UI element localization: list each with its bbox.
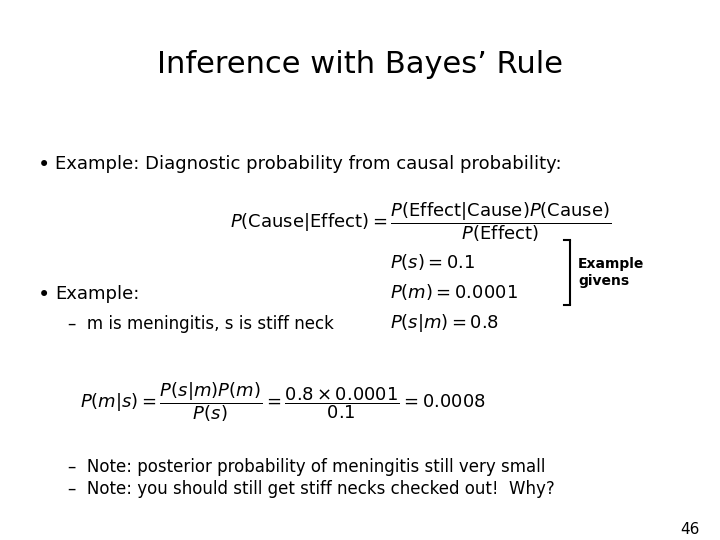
Text: –  Note: posterior probability of meningitis still very small: – Note: posterior probability of meningi… [68, 458, 545, 476]
Text: 46: 46 [680, 522, 700, 537]
Text: $P(s|m) = 0.8$: $P(s|m) = 0.8$ [390, 312, 499, 334]
Text: Example: Diagnostic probability from causal probability:: Example: Diagnostic probability from cau… [55, 155, 562, 173]
Text: •: • [38, 155, 50, 175]
Text: $P(m|s) = \dfrac{P(s|m)P(m)}{P(s)} = \dfrac{0.8 \times 0.0001}{0.1} = 0.0008$: $P(m|s) = \dfrac{P(s|m)P(m)}{P(s)} = \df… [80, 380, 486, 424]
Text: $P(m) = 0.0001$: $P(m) = 0.0001$ [390, 282, 518, 302]
Text: Example
givens: Example givens [578, 258, 644, 288]
Text: –  m is meningitis, s is stiff neck: – m is meningitis, s is stiff neck [68, 315, 334, 333]
Text: $P(\mathrm{Cause}|\mathrm{Effect}) = \dfrac{P(\mathrm{Effect}|\mathrm{Cause})P(\: $P(\mathrm{Cause}|\mathrm{Effect}) = \df… [230, 200, 611, 244]
Text: Example:: Example: [55, 285, 140, 303]
Text: •: • [38, 285, 50, 305]
Text: Inference with Bayes’ Rule: Inference with Bayes’ Rule [157, 50, 563, 79]
Text: –  Note: you should still get stiff necks checked out!  Why?: – Note: you should still get stiff necks… [68, 480, 554, 498]
Text: $P(s) = 0.1$: $P(s) = 0.1$ [390, 252, 475, 272]
